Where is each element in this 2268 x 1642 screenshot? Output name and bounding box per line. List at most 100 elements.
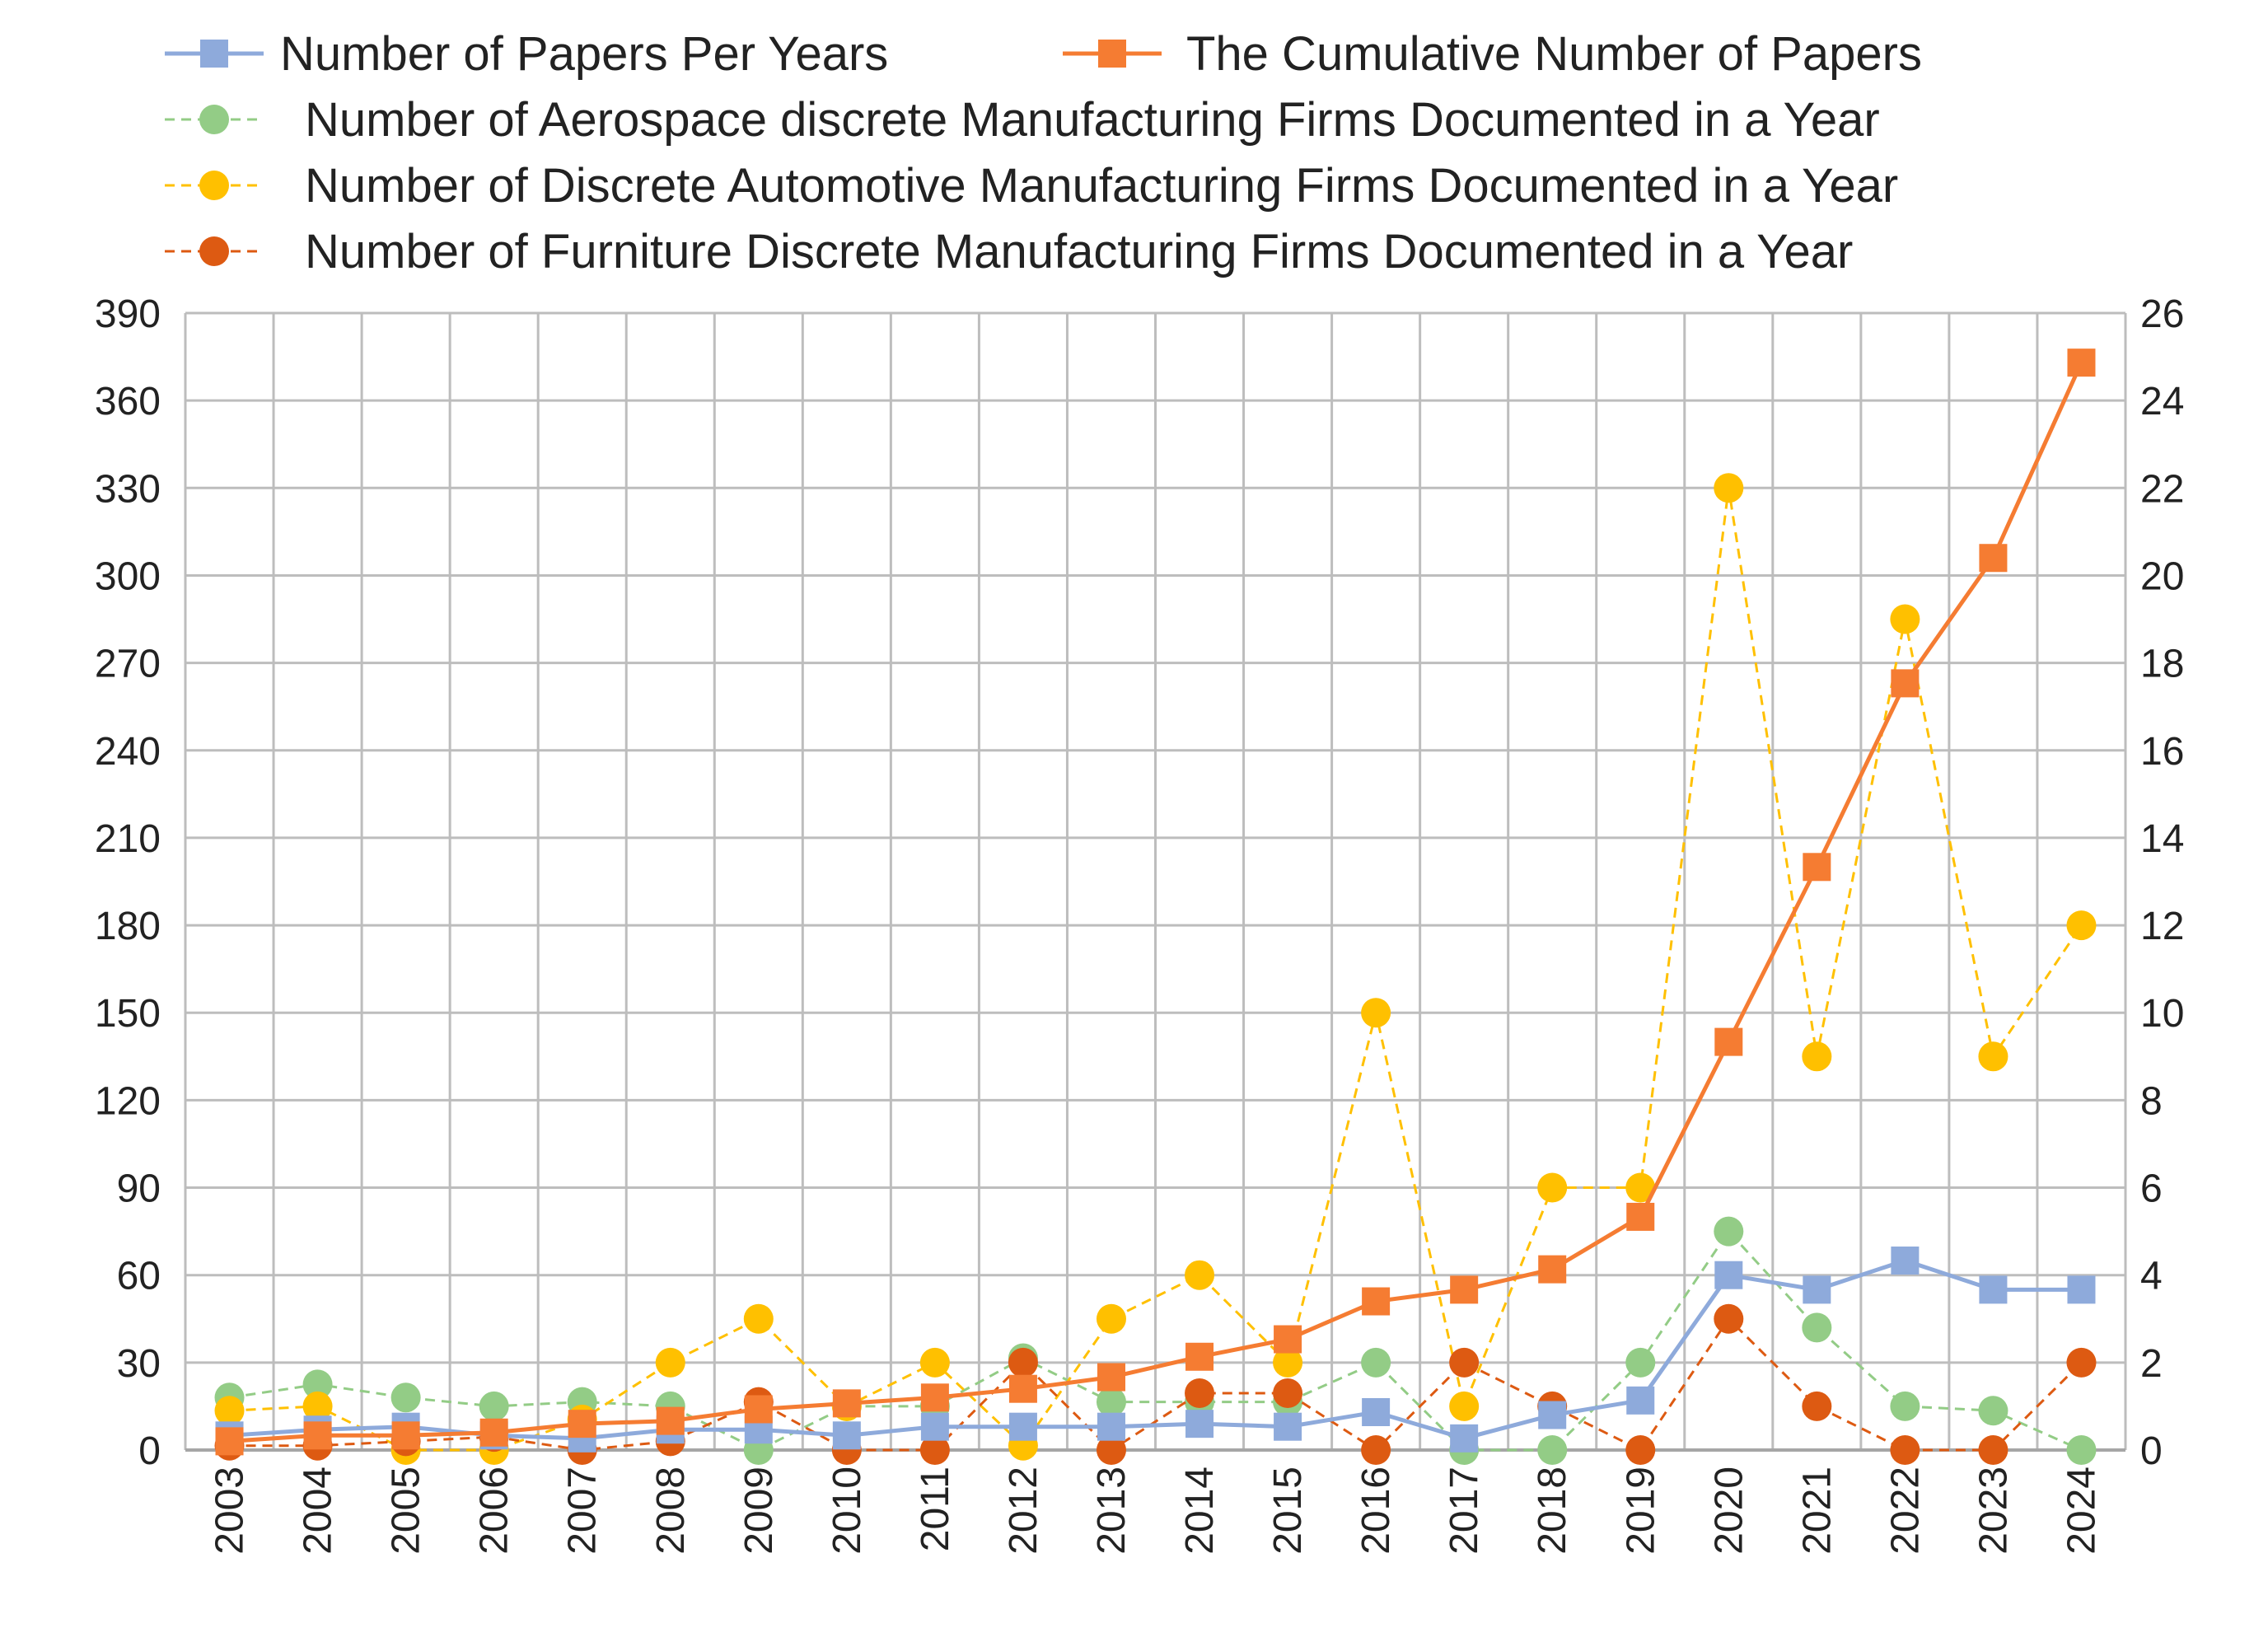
series-point [1890,1435,1920,1465]
series-point [1537,1435,1568,1465]
x-tick-label: 2013 [1090,1467,1134,1555]
right-y-tick-label: 2 [2140,1342,2163,1386]
series-point [1185,1260,1215,1290]
left-y-tick-label: 0 [138,1429,161,1473]
series-point [1185,1378,1215,1408]
left-y-axis: 0 30 60 90 120 150 180 210 240 270 300 330 360 390 [95,292,161,1473]
x-tick-label: 2015 [1266,1467,1310,1555]
series-point [1625,1347,1656,1378]
series-point [832,1421,861,1450]
series-point [568,1410,596,1439]
x-tick-label: 2006 [473,1467,517,1555]
x-axis: 2003 2004 2005 2006 2007 2008 2009 2010 2011 2012… [208,1467,2104,1555]
series-point [1096,1387,1126,1417]
x-tick-label: 2009 [737,1467,781,1555]
left-y-tick-label: 300 [95,554,161,598]
series-1 [215,349,2096,1456]
series-point [390,1382,421,1413]
series-point [1625,1435,1656,1465]
legend-label: Number of Papers Per Years [280,27,888,81]
series-point [1978,1435,2008,1465]
series-point [920,1383,949,1412]
series-point [1537,1172,1568,1203]
legend: Number of Papers Per Years The Cumulative… [165,27,1922,278]
x-tick-label: 2016 [1354,1467,1398,1555]
series-point [1890,1391,1920,1421]
series-point [2067,349,2096,377]
right-y-tick-label: 10 [2140,992,2184,1036]
series-point [2067,1275,2096,1304]
legend-swatch-marker [200,40,228,68]
series-point [1362,1287,1391,1316]
x-tick-label: 2019 [1619,1467,1662,1555]
series-point [1008,1412,1037,1441]
right-y-tick-label: 20 [2140,554,2184,598]
legend-item: Number of Aerospace discrete Manufacturi… [165,93,1880,147]
right-y-tick-label: 18 [2140,643,2184,686]
series-point [919,1347,950,1378]
left-y-tick-label: 30 [117,1342,161,1386]
right-y-tick-label: 12 [2140,905,2184,948]
legend-item: The Cumulative Number of Papers [1063,27,1922,81]
x-tick-label: 2021 [1795,1467,1839,1555]
series-point [479,1418,508,1447]
series-point [1273,1378,1303,1408]
series-2 [214,1216,2097,1465]
left-y-tick-label: 90 [117,1167,161,1211]
legend-swatch-marker [199,105,229,134]
legend-item: Number of Discrete Automotive Manufactur… [165,159,1898,213]
x-tick-label: 2004 [297,1467,340,1555]
x-tick-label: 2020 [1707,1467,1751,1555]
left-y-tick-label: 360 [95,380,161,423]
legend-label: Number of Discrete Automotive Manufactur… [305,159,1898,213]
series-point [1714,473,1744,503]
series-point [1714,1216,1744,1247]
right-y-tick-label: 6 [2140,1167,2163,1211]
x-tick-label: 2023 [1971,1467,2015,1555]
series-point [1449,1347,1480,1378]
legend-item: Number of Papers Per Years [165,27,888,81]
right-y-tick-label: 24 [2140,380,2184,423]
series-point [2066,1435,2097,1465]
series-point [1891,669,1920,698]
series-layer [214,349,2097,1465]
series-point [302,1369,333,1400]
left-y-tick-label: 240 [95,730,161,774]
series-point [1450,1424,1479,1453]
left-y-tick-label: 390 [95,292,161,336]
series-point [656,1406,685,1435]
series-point [1714,1261,1743,1289]
series-point [215,1427,244,1456]
series-point [1008,1374,1037,1403]
x-tick-label: 2014 [1178,1467,1222,1555]
series-point [1274,1325,1302,1354]
series-point [1361,1435,1391,1465]
series-point [479,1391,509,1421]
legend-label: The Cumulative Number of Papers [1186,27,1922,81]
series-point [214,1396,245,1426]
series-point [1891,1247,1920,1275]
x-tick-label: 2011 [914,1467,957,1551]
series-point [1802,1312,1832,1343]
right-y-tick-label: 0 [2140,1429,2163,1473]
x-tick-label: 2017 [1443,1467,1486,1555]
x-tick-label: 2024 [2060,1467,2103,1555]
x-tick-label: 2012 [1002,1467,1045,1555]
series-point [1714,1303,1744,1334]
legend-swatch-marker [1098,40,1126,68]
series-point [1361,998,1391,1028]
right-y-tick-label: 8 [2140,1079,2163,1123]
series-point [1626,1386,1655,1415]
series-point [2066,910,2097,941]
x-tick-label: 2018 [1531,1467,1574,1555]
series-point [1802,1391,1832,1421]
series-point [1803,853,1831,882]
series-point [1097,1412,1125,1441]
legend-label: Number of Aerospace discrete Manufacturi… [305,93,1880,147]
series-point [744,1395,773,1424]
series-line [229,362,2083,1443]
series-point [1361,1347,1391,1378]
x-tick-label: 2022 [1883,1467,1927,1555]
series-point [1185,1342,1214,1371]
